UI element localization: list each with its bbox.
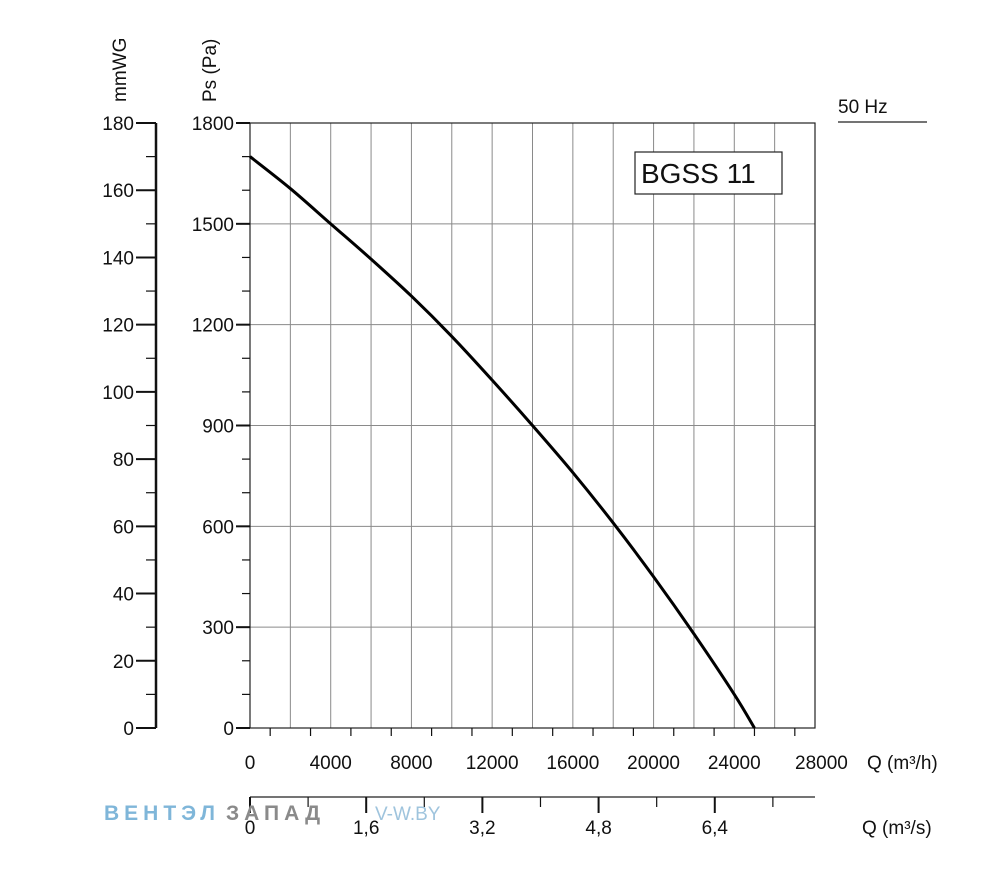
flow-m3h-tick-label: 12000 — [466, 753, 519, 774]
flow-m3s-axis-title: Q (m³/s) — [862, 818, 932, 839]
pa-tick-label: 1200 — [192, 316, 234, 337]
mmwg-tick-label: 120 — [102, 316, 134, 337]
watermark-brand-part1: ВЕНТЭЛ — [104, 802, 220, 825]
pa-tick-label: 0 — [223, 719, 234, 740]
frequency-label: 50 Hz — [838, 97, 888, 118]
mmwg-tick-label: 40 — [113, 585, 134, 606]
watermark: ВЕНТЭЛ ЗАПАД V-W.BY — [104, 802, 441, 825]
flow-m3h-tick-label: 20000 — [627, 753, 680, 774]
flow-m3h-tick-label: 16000 — [546, 753, 599, 774]
mmwg-tick-label: 60 — [113, 517, 134, 538]
pa-tick-label: 1500 — [192, 215, 234, 236]
mmwg-tick-label: 20 — [113, 652, 134, 673]
flow-m3h-axis: 0 4000 8000 12000 16000 20000 24000 28000 — [245, 728, 848, 774]
mmwg-tick-label: 140 — [102, 248, 134, 269]
mmwg-tick-label: 180 — [102, 114, 134, 135]
flow-m3s-axis: 0 1,6 3,2 4,8 6,4 — [245, 796, 815, 839]
flow-m3h-axis-title: Q (m³/h) — [867, 753, 938, 774]
flow-m3s-tick-label: 3,2 — [469, 818, 495, 839]
model-label-box — [634, 151, 783, 195]
model-label: BGSS 11 — [641, 158, 756, 189]
flow-m3h-tick-label: 24000 — [708, 753, 761, 774]
flow-m3s-tick-label: 0 — [245, 818, 256, 839]
flow-m3h-tick-label: 8000 — [390, 753, 432, 774]
mmwg-tick-label: 100 — [102, 383, 134, 404]
pa-axis: 0 300 600 900 1200 1500 1800 — [192, 114, 250, 740]
pressure-flow-curve — [249, 155, 756, 729]
pa-tick-label: 300 — [202, 618, 234, 639]
mmwg-tick-label: 0 — [123, 719, 134, 740]
pa-tick-label: 1800 — [192, 114, 234, 135]
watermark-url: V-W.BY — [375, 804, 441, 825]
flow-m3h-tick-label: 28000 — [795, 753, 848, 774]
flow-m3s-tick-label: 4,8 — [585, 818, 611, 839]
mmwg-tick-label: 160 — [102, 181, 134, 202]
flow-m3h-tick-label: 0 — [245, 753, 256, 774]
mmwg-tick-label: 80 — [113, 450, 134, 471]
watermark-brand-part2: ЗАПАД — [226, 802, 325, 825]
mmwg-axis-title: mmWG — [110, 38, 131, 102]
mmwg-axis: 0 20 40 60 80 100 120 140 160 180 — [102, 114, 158, 740]
flow-m3s-tick-label: 6,4 — [702, 818, 729, 839]
pa-axis-title: Ps (Pa) — [200, 39, 221, 102]
flow-m3h-tick-label: 4000 — [310, 753, 352, 774]
pa-tick-label: 600 — [202, 517, 234, 538]
flow-m3s-tick-label: 1,6 — [353, 818, 379, 839]
pa-tick-label: 900 — [202, 417, 234, 438]
